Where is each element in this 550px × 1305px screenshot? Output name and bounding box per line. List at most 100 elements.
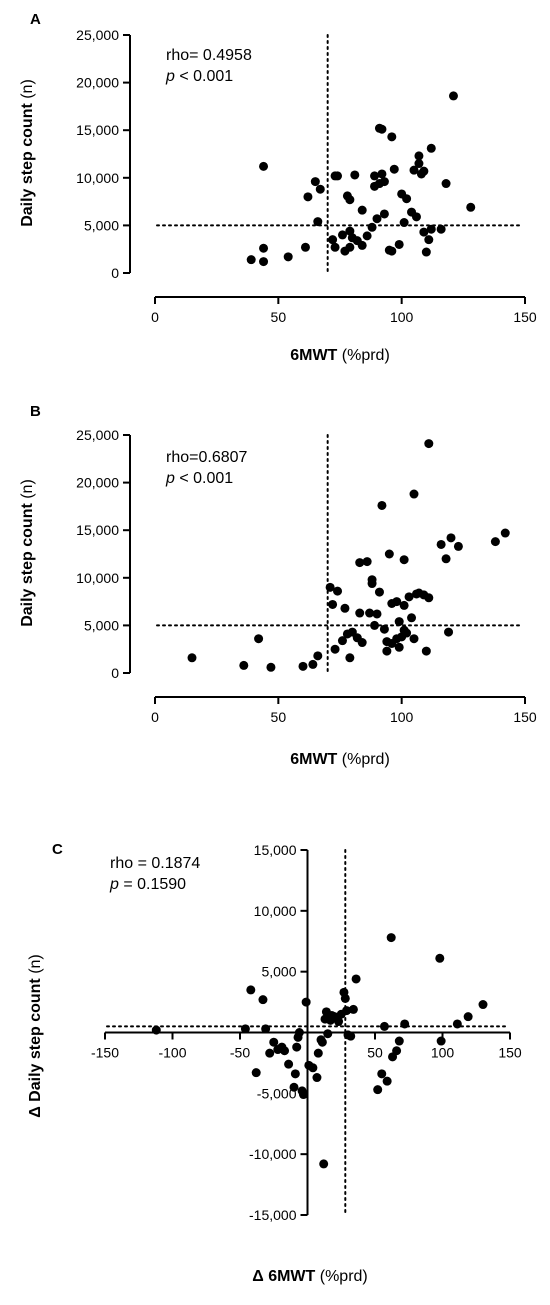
data-point-b [374,587,384,597]
data-point-c [379,1021,389,1031]
data-point-a [259,243,269,253]
axes-a: 0 5,000 10,000 15,000 20,000 25,000 0 50 100 150 [76,27,537,325]
y-tick-label-b: 0 [111,665,119,681]
y-axis-title-b: Daily step count (n) [19,479,36,627]
x-tick-label-c: 100 [431,1045,455,1061]
data-point-a [362,231,372,241]
data-point-b [362,557,372,567]
data-point-a [421,247,431,257]
data-point-b [399,600,409,610]
data-point-a [303,192,313,202]
data-point-a [424,235,434,245]
data-point-c [261,1024,271,1034]
panel-label-b: B [30,403,41,420]
data-point-c [284,1059,294,1069]
data-point-c [382,1076,392,1086]
data-point-a [315,184,325,194]
rho-annotation-a: rho= 0.4958 [166,47,252,64]
data-point-c [251,1068,261,1078]
data-point-a [370,171,380,181]
y-tick-label-b: 10,000 [76,570,119,586]
data-point-b [367,579,377,589]
data-point-a [426,224,436,234]
data-point-c [351,974,361,984]
y-tick-label-b: 20,000 [76,475,119,491]
data-point-b [187,653,197,663]
data-point-b [409,489,419,499]
panel-label-c: C [52,841,63,858]
data-point-b [441,554,451,564]
data-point-a [409,165,419,175]
data-point-a [372,214,382,224]
data-point-c [317,1037,327,1047]
data-point-a [399,218,409,228]
data-point-a [379,209,389,219]
data-point-a [387,246,397,256]
data-point-b [355,558,365,568]
x-tick-label-c: -100 [158,1045,186,1061]
data-point-c [298,1090,308,1100]
y-tick-label-c: -15,000 [249,1207,297,1223]
x-tick-label-c: 50 [367,1045,383,1061]
rho-annotation-b: rho=0.6807 [166,449,248,466]
data-point-a [394,239,404,249]
data-point-c [373,1085,383,1095]
data-point-a [426,143,436,153]
data-point-c [258,995,268,1005]
data-point-a [300,242,310,252]
scatter-plot-a: A rho= 0.4958 p < 0.001 0 5,000 10,000 15,0… [19,11,537,364]
data-point-b [409,634,419,644]
y-tick-label-a: 10,000 [76,170,119,186]
data-point-c [340,993,350,1003]
y-tick-label-a: 25,000 [76,27,119,43]
data-point-c [308,1063,318,1073]
p-annotation-a: p < 0.001 [165,68,233,85]
data-point-c [478,1000,488,1010]
y-tick-label-a: 0 [111,265,119,281]
data-point-c [294,1028,304,1037]
scatter-plot-c: C rho = 0.1874 p = 0.1590 -15,000 -10,000… [27,841,522,1285]
data-point-b [404,592,414,602]
data-point-a [259,257,269,267]
data-point-b [402,628,412,638]
data-point-b [500,528,510,538]
data-point-c [246,985,256,995]
data-point-b [377,500,387,510]
x-tick-label-c: -50 [230,1045,250,1061]
data-point-a [357,240,367,250]
data-point-a [389,164,399,174]
x-tick-label-c: 150 [498,1045,522,1061]
axes-b: 0 5,000 10,000 15,000 20,000 25,000 0 50 100 150 [76,427,537,725]
x-axis-title-b: 6MWT (%prd) [290,751,390,768]
data-point-a [411,212,421,222]
data-point-a [310,177,320,187]
data-point-b [355,608,365,618]
data-points-b [187,439,510,672]
data-point-c [400,1019,410,1029]
y-tick-label-c: 15,000 [254,842,297,858]
y-tick-label-c: -5,000 [257,1085,297,1101]
data-point-a [357,205,367,215]
reference-lines-b [156,434,524,674]
data-point-a [419,227,429,237]
data-point-c [348,1004,358,1014]
axes-c: -15,000 -10,000 -5,000 5,000 10,000 15,000 -15… [91,842,522,1223]
p-annotation-c: p = 0.1590 [109,876,186,893]
y-tick-label-c: 10,000 [254,903,297,919]
data-point-c [292,1042,302,1052]
data-point-c [463,1012,473,1022]
data-point-c [323,1029,333,1039]
data-point-b [372,609,382,619]
data-point-c [290,1069,300,1079]
data-point-c [334,1017,344,1027]
data-point-b [407,613,417,623]
data-point-a [345,195,355,205]
data-point-c [436,1036,446,1046]
x-tick-label-b: 150 [513,709,537,725]
data-point-b [399,555,409,565]
data-point-c [280,1046,290,1056]
data-point-b [370,620,380,630]
data-point-b [446,533,456,543]
data-point-a [402,194,412,204]
x-axis-title-c: Δ 6MWT (%prd) [252,1268,368,1285]
